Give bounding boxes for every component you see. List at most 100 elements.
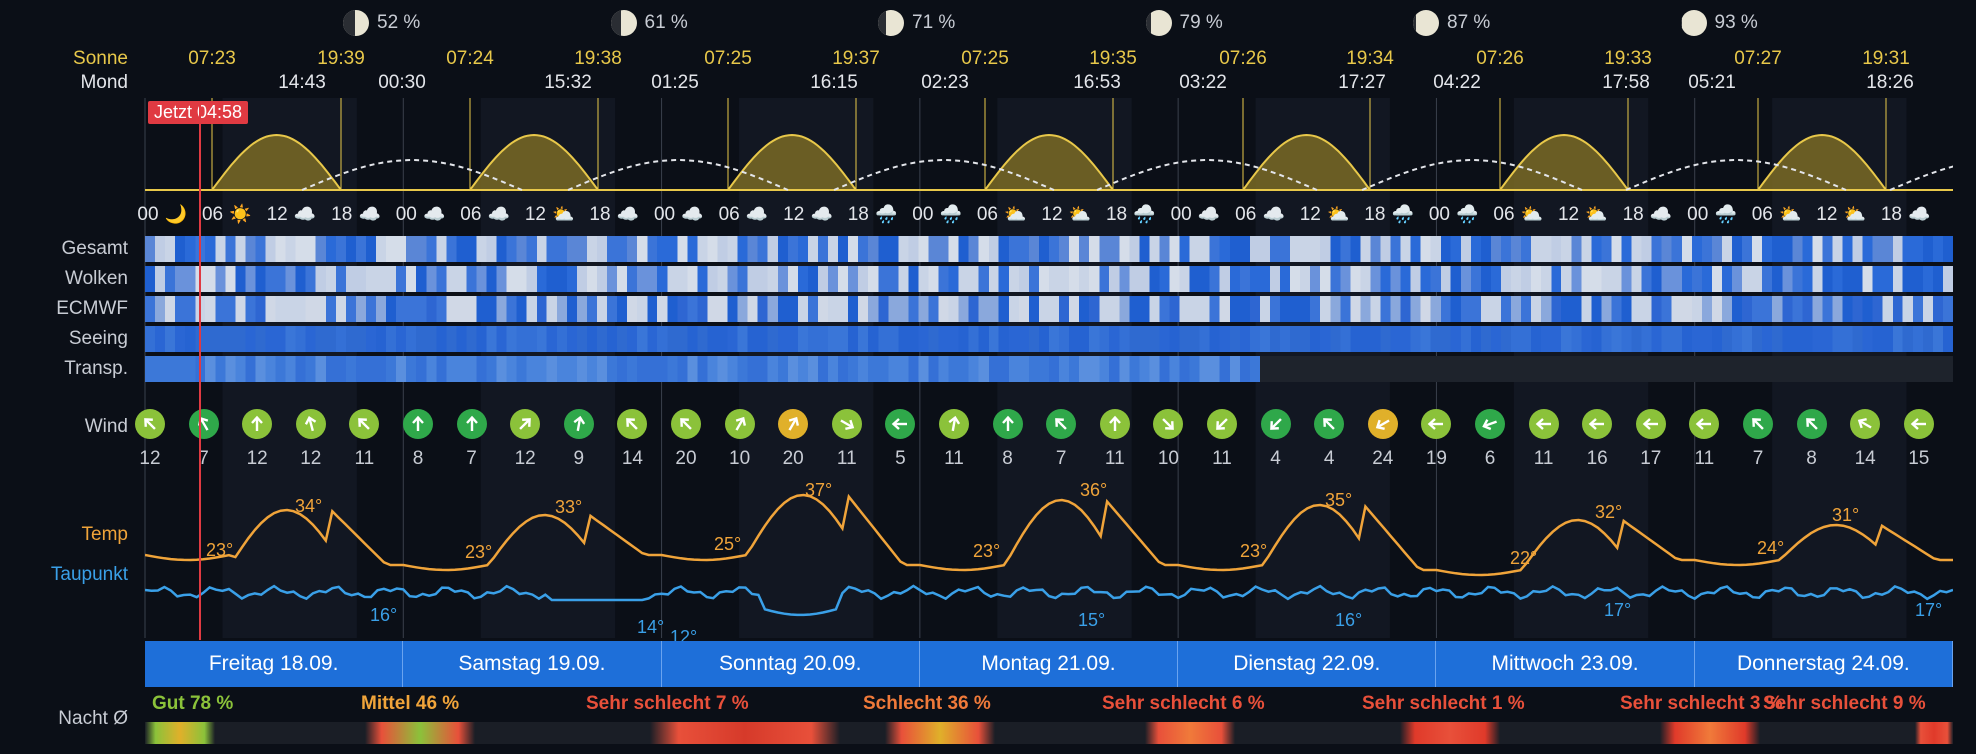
wind-arrow-icon bbox=[1850, 409, 1881, 439]
label-temp: Temp bbox=[81, 524, 128, 545]
temp-value: 34° bbox=[295, 496, 323, 516]
hour-label: 12 bbox=[1816, 204, 1838, 225]
hour-label: 18 bbox=[589, 204, 611, 225]
dewpoint-value: 17° bbox=[1915, 600, 1943, 620]
day-label[interactable]: Samstag 19.09. bbox=[403, 641, 662, 687]
weather-icon: ⛅ bbox=[1843, 204, 1867, 224]
wind-speed: 12 bbox=[300, 448, 322, 469]
weather-icon: ☁️ bbox=[358, 204, 381, 224]
sun-time: 19:31 bbox=[1862, 48, 1910, 69]
sun-label: Sonne bbox=[73, 48, 128, 69]
wind-arrow-icon bbox=[349, 409, 380, 439]
wind-speed: 8 bbox=[412, 448, 424, 469]
hour-label: 06 bbox=[460, 204, 482, 225]
night-quality-label: Sehr schlecht 1 % bbox=[1362, 693, 1525, 714]
wind-arrow-icon bbox=[403, 409, 433, 439]
temperature-chart bbox=[145, 493, 1953, 617]
wind-speed: 7 bbox=[1055, 448, 1067, 469]
weather-icon: 🌧️ bbox=[1456, 204, 1479, 224]
day-label[interactable]: Montag 21.09. bbox=[920, 641, 1179, 687]
weather-icon: ☁️ bbox=[487, 204, 511, 224]
day-label[interactable]: Sonntag 20.09. bbox=[662, 641, 920, 687]
moon-time: 15:32 bbox=[544, 72, 592, 93]
wind-arrow-icon bbox=[1099, 409, 1130, 439]
wind-arrow-icon bbox=[1260, 409, 1291, 439]
temp-value: 31° bbox=[1832, 505, 1860, 525]
temp-value: 23° bbox=[1240, 541, 1268, 561]
weather-icon: 🌙 bbox=[164, 204, 188, 224]
day-label[interactable]: Donnerstag 24.09. bbox=[1695, 641, 1953, 687]
wind-arrow-icon bbox=[1635, 409, 1666, 439]
hour-label: 12 bbox=[266, 204, 288, 225]
day-bar: Freitag 18.09. Samstag 19.09. Sonntag 20.0… bbox=[145, 641, 1953, 687]
night-quality-label: Mittel 46 % bbox=[361, 693, 460, 714]
wind-arrow-icon bbox=[135, 409, 165, 439]
day-label[interactable]: Freitag 18.09. bbox=[145, 641, 404, 687]
moon-time: 18:26 bbox=[1866, 72, 1914, 93]
weather-icon: ☁️ bbox=[293, 204, 317, 224]
weather-icon: ⛅ bbox=[1004, 204, 1027, 224]
weather-icon: 🌧️ bbox=[1714, 204, 1737, 224]
bar-ecmwf bbox=[145, 296, 1953, 322]
temp-value: 32° bbox=[1595, 502, 1623, 522]
night-quality-label: Sehr schlecht 6 % bbox=[1102, 693, 1265, 714]
wind-arrow-icon bbox=[1743, 409, 1773, 439]
weather-icon: 🌧️ bbox=[939, 204, 963, 224]
day-label[interactable]: Dienstag 22.09. bbox=[1178, 641, 1437, 687]
moon-time: 05:21 bbox=[1688, 72, 1736, 93]
moon-illumination: 79 % bbox=[1179, 12, 1223, 33]
hour-label: 06 bbox=[976, 204, 998, 225]
temp-value: 23° bbox=[206, 540, 234, 560]
weather-icon: ☁️ bbox=[810, 204, 833, 224]
wind-arrow-icon bbox=[1046, 409, 1077, 439]
hour-label: 18 bbox=[1105, 204, 1128, 225]
wind-arrow-icon bbox=[295, 409, 326, 439]
moon-phase-item: 52 % bbox=[343, 8, 420, 38]
moon-phase-item: 79 % bbox=[1145, 8, 1223, 38]
night-quality-segment bbox=[1915, 722, 1953, 744]
weather-icon: ⛅ bbox=[552, 204, 575, 224]
temp-value: 23° bbox=[465, 542, 493, 562]
hour-label: 06 bbox=[1235, 204, 1257, 225]
wind-arrow-icon bbox=[617, 409, 648, 439]
moon-phase-icon bbox=[878, 10, 904, 36]
night-quality-segment bbox=[885, 722, 995, 744]
wind-speed: 14 bbox=[621, 448, 643, 469]
sun-time: 19:39 bbox=[317, 48, 365, 69]
hour-label: 18 bbox=[331, 204, 353, 225]
wind-speed: 11 bbox=[944, 448, 964, 469]
night-quality-segment bbox=[1400, 722, 1500, 744]
sun-time: 19:34 bbox=[1346, 48, 1394, 69]
wind-arrow-icon bbox=[510, 409, 541, 439]
dewpoint-value: 16° bbox=[370, 605, 398, 625]
wind-speed: 11 bbox=[1212, 448, 1232, 469]
bar-wolken bbox=[145, 266, 1953, 292]
moon-phase-item: 93 % bbox=[1680, 8, 1758, 38]
hour-label: 18 bbox=[1364, 204, 1386, 225]
wind-arrow-icon bbox=[1582, 409, 1613, 439]
hour-label: 06 bbox=[1751, 204, 1773, 225]
moon-time: 04:22 bbox=[1433, 72, 1481, 93]
weather-icon: ⛅ bbox=[1327, 204, 1350, 224]
day-label[interactable]: Mittwoch 23.09. bbox=[1436, 641, 1695, 687]
moon-illumination: 71 % bbox=[912, 12, 956, 33]
wind-speed: 7 bbox=[198, 448, 209, 469]
hour-label: 18 bbox=[847, 204, 869, 225]
weather-icon: ⛅ bbox=[1520, 204, 1544, 224]
wind-arrow-icon bbox=[1207, 409, 1237, 439]
hour-label: 12 bbox=[1041, 204, 1063, 225]
moon-phase-icon bbox=[343, 10, 369, 36]
label-transp: Transp. bbox=[64, 358, 128, 379]
wind-arrow-icon bbox=[563, 409, 594, 439]
altitude-chart bbox=[145, 98, 1953, 191]
wind-speed: 7 bbox=[466, 448, 477, 469]
weather-icon: ☁️ bbox=[1262, 204, 1285, 224]
weather-icon: ☁️ bbox=[1649, 204, 1673, 224]
temp-value: 37° bbox=[805, 480, 833, 500]
night-quality-segment bbox=[1145, 722, 1235, 744]
dewpoint-value: 14° bbox=[637, 617, 665, 637]
wind-arrow-icon bbox=[1796, 409, 1827, 439]
wind-speed: 12 bbox=[246, 448, 268, 469]
hour-label: 00 bbox=[912, 204, 934, 225]
temp-value: 25° bbox=[714, 534, 742, 554]
